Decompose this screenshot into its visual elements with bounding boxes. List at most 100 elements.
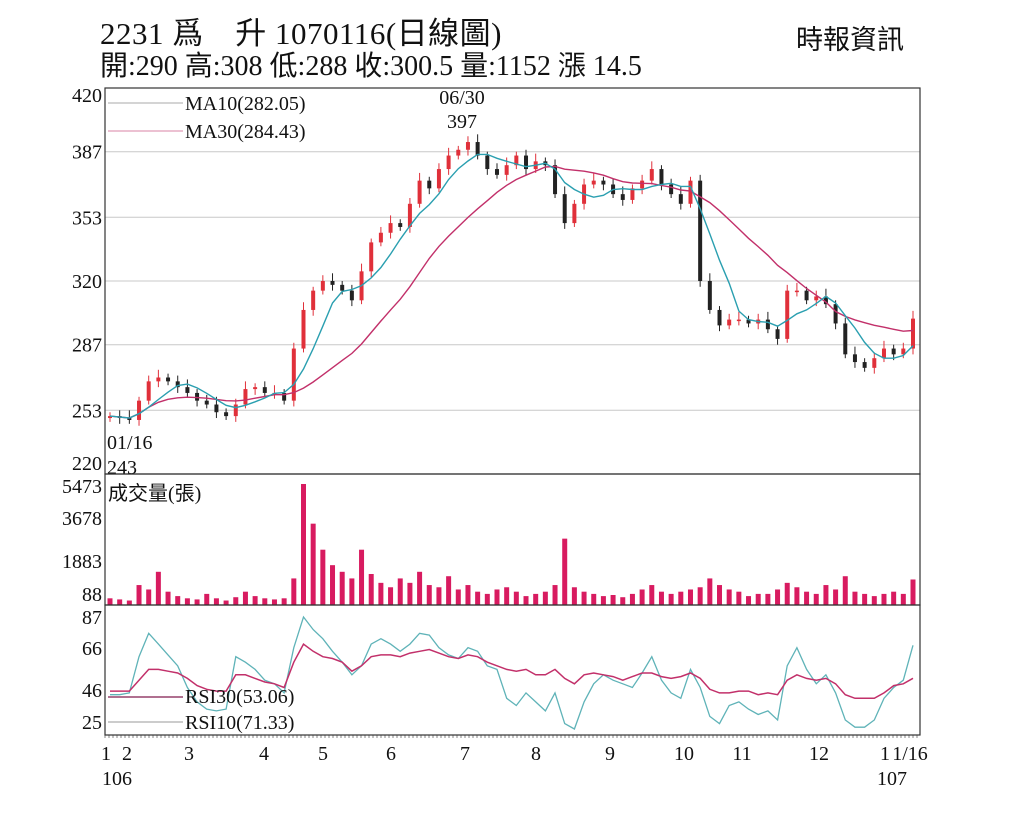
x-tick-label: 9 <box>605 743 615 765</box>
volume-bar <box>552 585 558 605</box>
candle-body <box>330 281 335 285</box>
volume-bar <box>368 574 374 605</box>
candle-body <box>765 319 770 330</box>
volume-bar <box>591 593 597 605</box>
volume-tick-label: 3678 <box>62 508 102 530</box>
price-tick-label: 320 <box>72 271 102 293</box>
volume-bar <box>339 571 345 605</box>
ma10-line <box>109 153 914 419</box>
x-tick-label: 4 <box>259 743 269 765</box>
volume-bar <box>775 589 781 605</box>
volume-bar <box>842 576 848 605</box>
volume-bar <box>542 591 548 605</box>
volume-bar <box>600 596 606 605</box>
volume-bar <box>784 582 790 605</box>
candle-body <box>553 165 558 195</box>
volume-bar <box>707 578 713 605</box>
high-value-annotation: 397 <box>447 111 477 133</box>
candle-body <box>417 180 422 204</box>
price-tick-label: 287 <box>72 335 102 357</box>
volume-bar <box>194 599 200 605</box>
volume-bar <box>668 593 674 605</box>
candle-body <box>785 290 790 339</box>
candle-body <box>291 348 296 401</box>
volume-bar <box>107 598 113 605</box>
candle-body <box>407 203 412 227</box>
rsi-tick-label: 46 <box>82 680 102 702</box>
candle-body <box>456 149 461 156</box>
x-tick-label: 8 <box>531 743 541 765</box>
candle-body <box>127 418 132 420</box>
volume-bar <box>146 589 152 605</box>
candle-body <box>146 381 151 401</box>
volume-bar <box>629 593 635 605</box>
ohlc-summary: 開:290 高:308 低:288 收:300.5 量:1152 漲 14.5 <box>100 51 642 82</box>
candle-body <box>698 180 703 281</box>
candle-body <box>166 377 171 382</box>
candle-body <box>901 348 906 355</box>
volume-bar <box>436 587 442 605</box>
price-tick-label: 253 <box>72 400 102 422</box>
x-tick-label: 5 <box>318 743 328 765</box>
volume-bar <box>426 585 432 605</box>
candle-body <box>872 358 877 368</box>
candle-body <box>204 400 209 405</box>
candle-body <box>243 389 248 405</box>
candle-body <box>717 309 722 326</box>
volume-bar <box>407 582 413 605</box>
chart-title: 2231 爲 升 1070116(日線圖) <box>100 16 502 51</box>
candle-body <box>669 184 674 195</box>
volume-bar <box>726 589 732 605</box>
volume-bar <box>475 591 481 605</box>
ma30-line <box>109 165 914 419</box>
volume-bar <box>320 549 326 605</box>
volume-bar <box>891 591 897 605</box>
volume-bar <box>465 585 471 605</box>
year-label: 106 <box>102 768 132 790</box>
candle-body <box>195 392 200 401</box>
volume-bar <box>233 597 239 605</box>
candle-body <box>775 329 780 339</box>
volume-bar <box>165 591 171 605</box>
candle-body <box>794 290 799 293</box>
candle-body <box>311 290 316 310</box>
candle-body <box>398 223 403 227</box>
volume-bar <box>281 598 287 605</box>
volume-bar <box>242 591 248 605</box>
candle-body <box>262 387 267 393</box>
volume-bar <box>881 593 887 605</box>
volume-tick-label: 1883 <box>62 551 102 573</box>
low-value-annotation: 243 <box>107 457 137 479</box>
volume-bar <box>804 591 810 605</box>
candle-body <box>911 318 915 349</box>
candle-body <box>224 412 229 417</box>
volume-bar <box>349 578 355 605</box>
candle-body <box>485 155 490 170</box>
volume-bar <box>330 565 336 605</box>
volume-bar <box>813 593 819 605</box>
candle-body <box>649 169 654 181</box>
high-date-annotation: 06/30 <box>439 87 485 109</box>
volume-bar <box>571 587 577 605</box>
x-tick-label: 2 <box>122 743 132 765</box>
candle-body <box>746 319 751 324</box>
volume-bar <box>117 599 123 605</box>
rsi-tick-label: 87 <box>82 607 102 629</box>
volume-bar <box>204 593 210 605</box>
volume-bar <box>455 589 461 605</box>
candle-body <box>446 155 451 170</box>
source-label: 時報資訊 <box>796 25 904 55</box>
x-tick-label: 12 <box>809 743 829 765</box>
candle-body <box>852 354 857 363</box>
volume-bar <box>823 585 829 605</box>
candle-body <box>175 381 180 388</box>
candle-body <box>833 304 838 324</box>
candle-body <box>436 169 441 189</box>
volume-bar <box>910 579 916 605</box>
candle-body <box>137 400 142 420</box>
volume-bar <box>833 589 839 605</box>
candle-body <box>814 296 819 301</box>
candle-body <box>369 242 374 272</box>
ma10-legend: MA10(282.05) <box>185 93 306 115</box>
